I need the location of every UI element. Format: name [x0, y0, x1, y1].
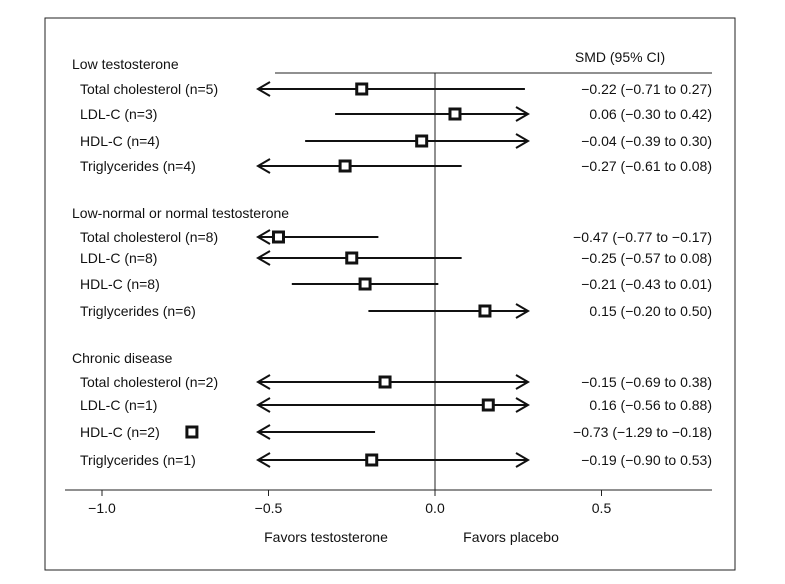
- x-tick-label: 0.0: [425, 500, 445, 516]
- point-estimate-marker: [345, 251, 359, 265]
- row-label: Triglycerides (n=6): [80, 303, 196, 319]
- row-ci-text: 0.15 (−0.20 to 0.50): [589, 303, 712, 319]
- point-estimate-marker: [355, 82, 369, 96]
- row-label: Total cholesterol (n=5): [80, 81, 218, 97]
- ci-arrow-right: [515, 452, 530, 468]
- row-label: HDL-C (n=4): [80, 133, 160, 149]
- row-ci-text: −0.21 (−0.43 to 0.01): [581, 276, 712, 292]
- ci-arrow-right: [515, 106, 530, 122]
- row-label: Total cholesterol (n=2): [80, 374, 218, 390]
- row-label: HDL-C (n=8): [80, 276, 160, 292]
- ci-arrow-right: [515, 374, 530, 390]
- x-tick-label: −1.0: [88, 500, 116, 516]
- row-label: LDL-C (n=8): [80, 250, 157, 266]
- row-ci-text: −0.47 (−0.77 to −0.17): [573, 229, 712, 245]
- x-tick-label: 0.5: [592, 500, 612, 516]
- row-label: Total cholesterol (n=8): [80, 229, 218, 245]
- ci-arrow-left: [256, 158, 271, 174]
- point-estimate-marker: [481, 398, 495, 412]
- row-label: LDL-C (n=1): [80, 397, 157, 413]
- point-estimate-marker: [448, 107, 462, 121]
- row-label: Triglycerides (n=4): [80, 158, 196, 174]
- ci-arrow-left: [256, 424, 271, 440]
- row-ci-text: −0.04 (−0.39 to 0.30): [581, 133, 712, 149]
- group-heading: Chronic disease: [72, 350, 173, 366]
- ci-arrow-left: [256, 81, 271, 97]
- point-estimate-marker: [358, 277, 372, 291]
- ci-arrow-left: [256, 397, 271, 413]
- row-ci-text: −0.25 (−0.57 to 0.08): [581, 250, 712, 266]
- ci-arrow-right: [515, 397, 530, 413]
- ci-arrow-right: [515, 303, 530, 319]
- ci-arrow-left: [256, 452, 271, 468]
- ci-arrow-left: [256, 374, 271, 390]
- row-ci-text: 0.16 (−0.56 to 0.88): [589, 397, 712, 413]
- row-label: LDL-C (n=3): [80, 106, 157, 122]
- point-estimate-marker: [378, 375, 392, 389]
- ci-arrow-left: [256, 250, 271, 266]
- row-ci-text: −0.27 (−0.61 to 0.08): [581, 158, 712, 174]
- point-estimate-marker: [338, 159, 352, 173]
- point-estimate-marker: [185, 425, 199, 439]
- favors-testosterone-label: Favors testosterone: [264, 529, 388, 545]
- row-label: Triglycerides (n=1): [80, 452, 196, 468]
- row-label: HDL-C (n=2): [80, 424, 160, 440]
- favors-placebo-label: Favors placebo: [463, 529, 559, 545]
- x-axis: −1.0 −0.5 0.0 0.5: [88, 490, 611, 516]
- point-estimate-marker: [415, 134, 429, 148]
- figure-frame: [44, 17, 736, 571]
- x-tick-label: −0.5: [255, 500, 283, 516]
- ci-arrow-left: [256, 229, 271, 245]
- point-estimate-marker: [478, 304, 492, 318]
- ci-arrow-right: [515, 133, 530, 149]
- row-ci-text: 0.06 (−0.30 to 0.42): [589, 106, 712, 122]
- row-ci-text: −0.19 (−0.90 to 0.53): [581, 452, 712, 468]
- row-ci-text: −0.73 (−1.29 to −0.18): [573, 424, 712, 440]
- group-heading: Low-normal or normal testosterone: [72, 205, 289, 221]
- group-heading: Low testosterone: [72, 56, 179, 72]
- point-estimate-marker: [271, 230, 285, 244]
- row-ci-text: −0.22 (−0.71 to 0.27): [581, 81, 712, 97]
- point-estimate-marker: [365, 453, 379, 467]
- ci-column-header: SMD (95% CI): [575, 49, 665, 65]
- row-ci-text: −0.15 (−0.69 to 0.38): [581, 374, 712, 390]
- forest-rows: Low testosterone Total cholesterol (n=5) −…: [72, 56, 712, 468]
